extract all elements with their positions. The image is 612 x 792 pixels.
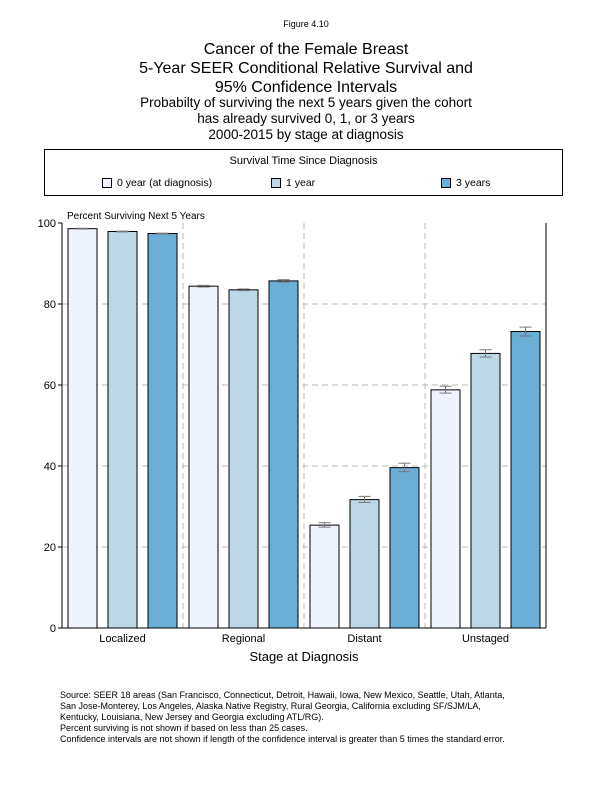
bar [389, 467, 420, 629]
y-tick-label: 0 [50, 623, 56, 635]
title-line: 5-Year SEER Conditional Relative Surviva… [139, 60, 473, 77]
legend-box: Survival Time Since Diagnosis 0 year (at… [44, 149, 563, 196]
legend-swatch [441, 178, 451, 188]
subtitle-line: 2000-2015 by stage at diagnosis [208, 127, 404, 142]
chart-subtitle: Probabilty of surviving the next 5 years… [0, 95, 612, 143]
legend-label: 1 year [286, 177, 316, 189]
x-tick-label: Localized [99, 633, 145, 645]
bar-chart: Localized Regional Distant Unstaged 0 20 40 60 8… [38, 211, 547, 664]
source-line: Confidence intervals are not shown if le… [60, 734, 505, 744]
y-tick-label: 100 [38, 218, 56, 230]
bar [147, 233, 178, 629]
bar [309, 524, 340, 629]
x-tick-label: Regional [222, 633, 265, 645]
bar [67, 228, 98, 629]
bar [510, 331, 541, 629]
title-line: Cancer of the Female Breast [203, 41, 409, 58]
bar [228, 289, 259, 629]
legend-item-0-year: 0 year (at diagnosis) [102, 177, 212, 189]
legend-title: Survival Time Since Diagnosis [229, 155, 378, 167]
source-line: San Jose-Monterey, Los Angeles, Alaska N… [60, 701, 481, 711]
legend-item-1-year: 1 year [271, 177, 315, 189]
subtitle-line: Probabilty of surviving the next 5 years… [140, 95, 472, 110]
chart-title: Cancer of the Female Breast 5-Year SEER … [0, 40, 612, 97]
legend-label: 3 years [456, 177, 491, 189]
bar [430, 389, 461, 629]
source-line: Percent surviving is not shown if based … [60, 723, 308, 733]
bar [470, 352, 501, 629]
y-tick-label: 40 [44, 461, 56, 473]
y-tick-label: 60 [44, 380, 56, 392]
bar [107, 231, 138, 629]
y-axis-label: Percent Surviving Next 5 Years [67, 211, 205, 222]
bar [349, 499, 380, 629]
legend-label: 0 year (at diagnosis) [117, 177, 213, 189]
x-tick-label: Unstaged [462, 633, 509, 645]
source-line: Kentucky, Louisiana, New Jersey and Geor… [60, 712, 324, 722]
bar [268, 280, 299, 629]
x-axis-label: Stage at Diagnosis [249, 649, 359, 664]
y-tick-label: 20 [44, 542, 56, 554]
legend-item-3-years: 3 years [441, 177, 490, 189]
legend-swatch [271, 178, 281, 188]
source-notes: Source: SEER 18 areas (San Francisco, Co… [60, 690, 580, 745]
subtitle-line: has already survived 0, 1, or 3 years [197, 111, 415, 126]
legend-swatch [102, 178, 112, 188]
x-tick-label: Distant [347, 633, 381, 645]
y-tick-label: 80 [44, 299, 56, 311]
title-line: 95% Confidence Intervals [214, 79, 398, 96]
bar [188, 285, 219, 629]
source-line: Source: SEER 18 areas (San Francisco, Co… [60, 690, 505, 700]
figure-label: Figure 4.10 [283, 19, 329, 29]
